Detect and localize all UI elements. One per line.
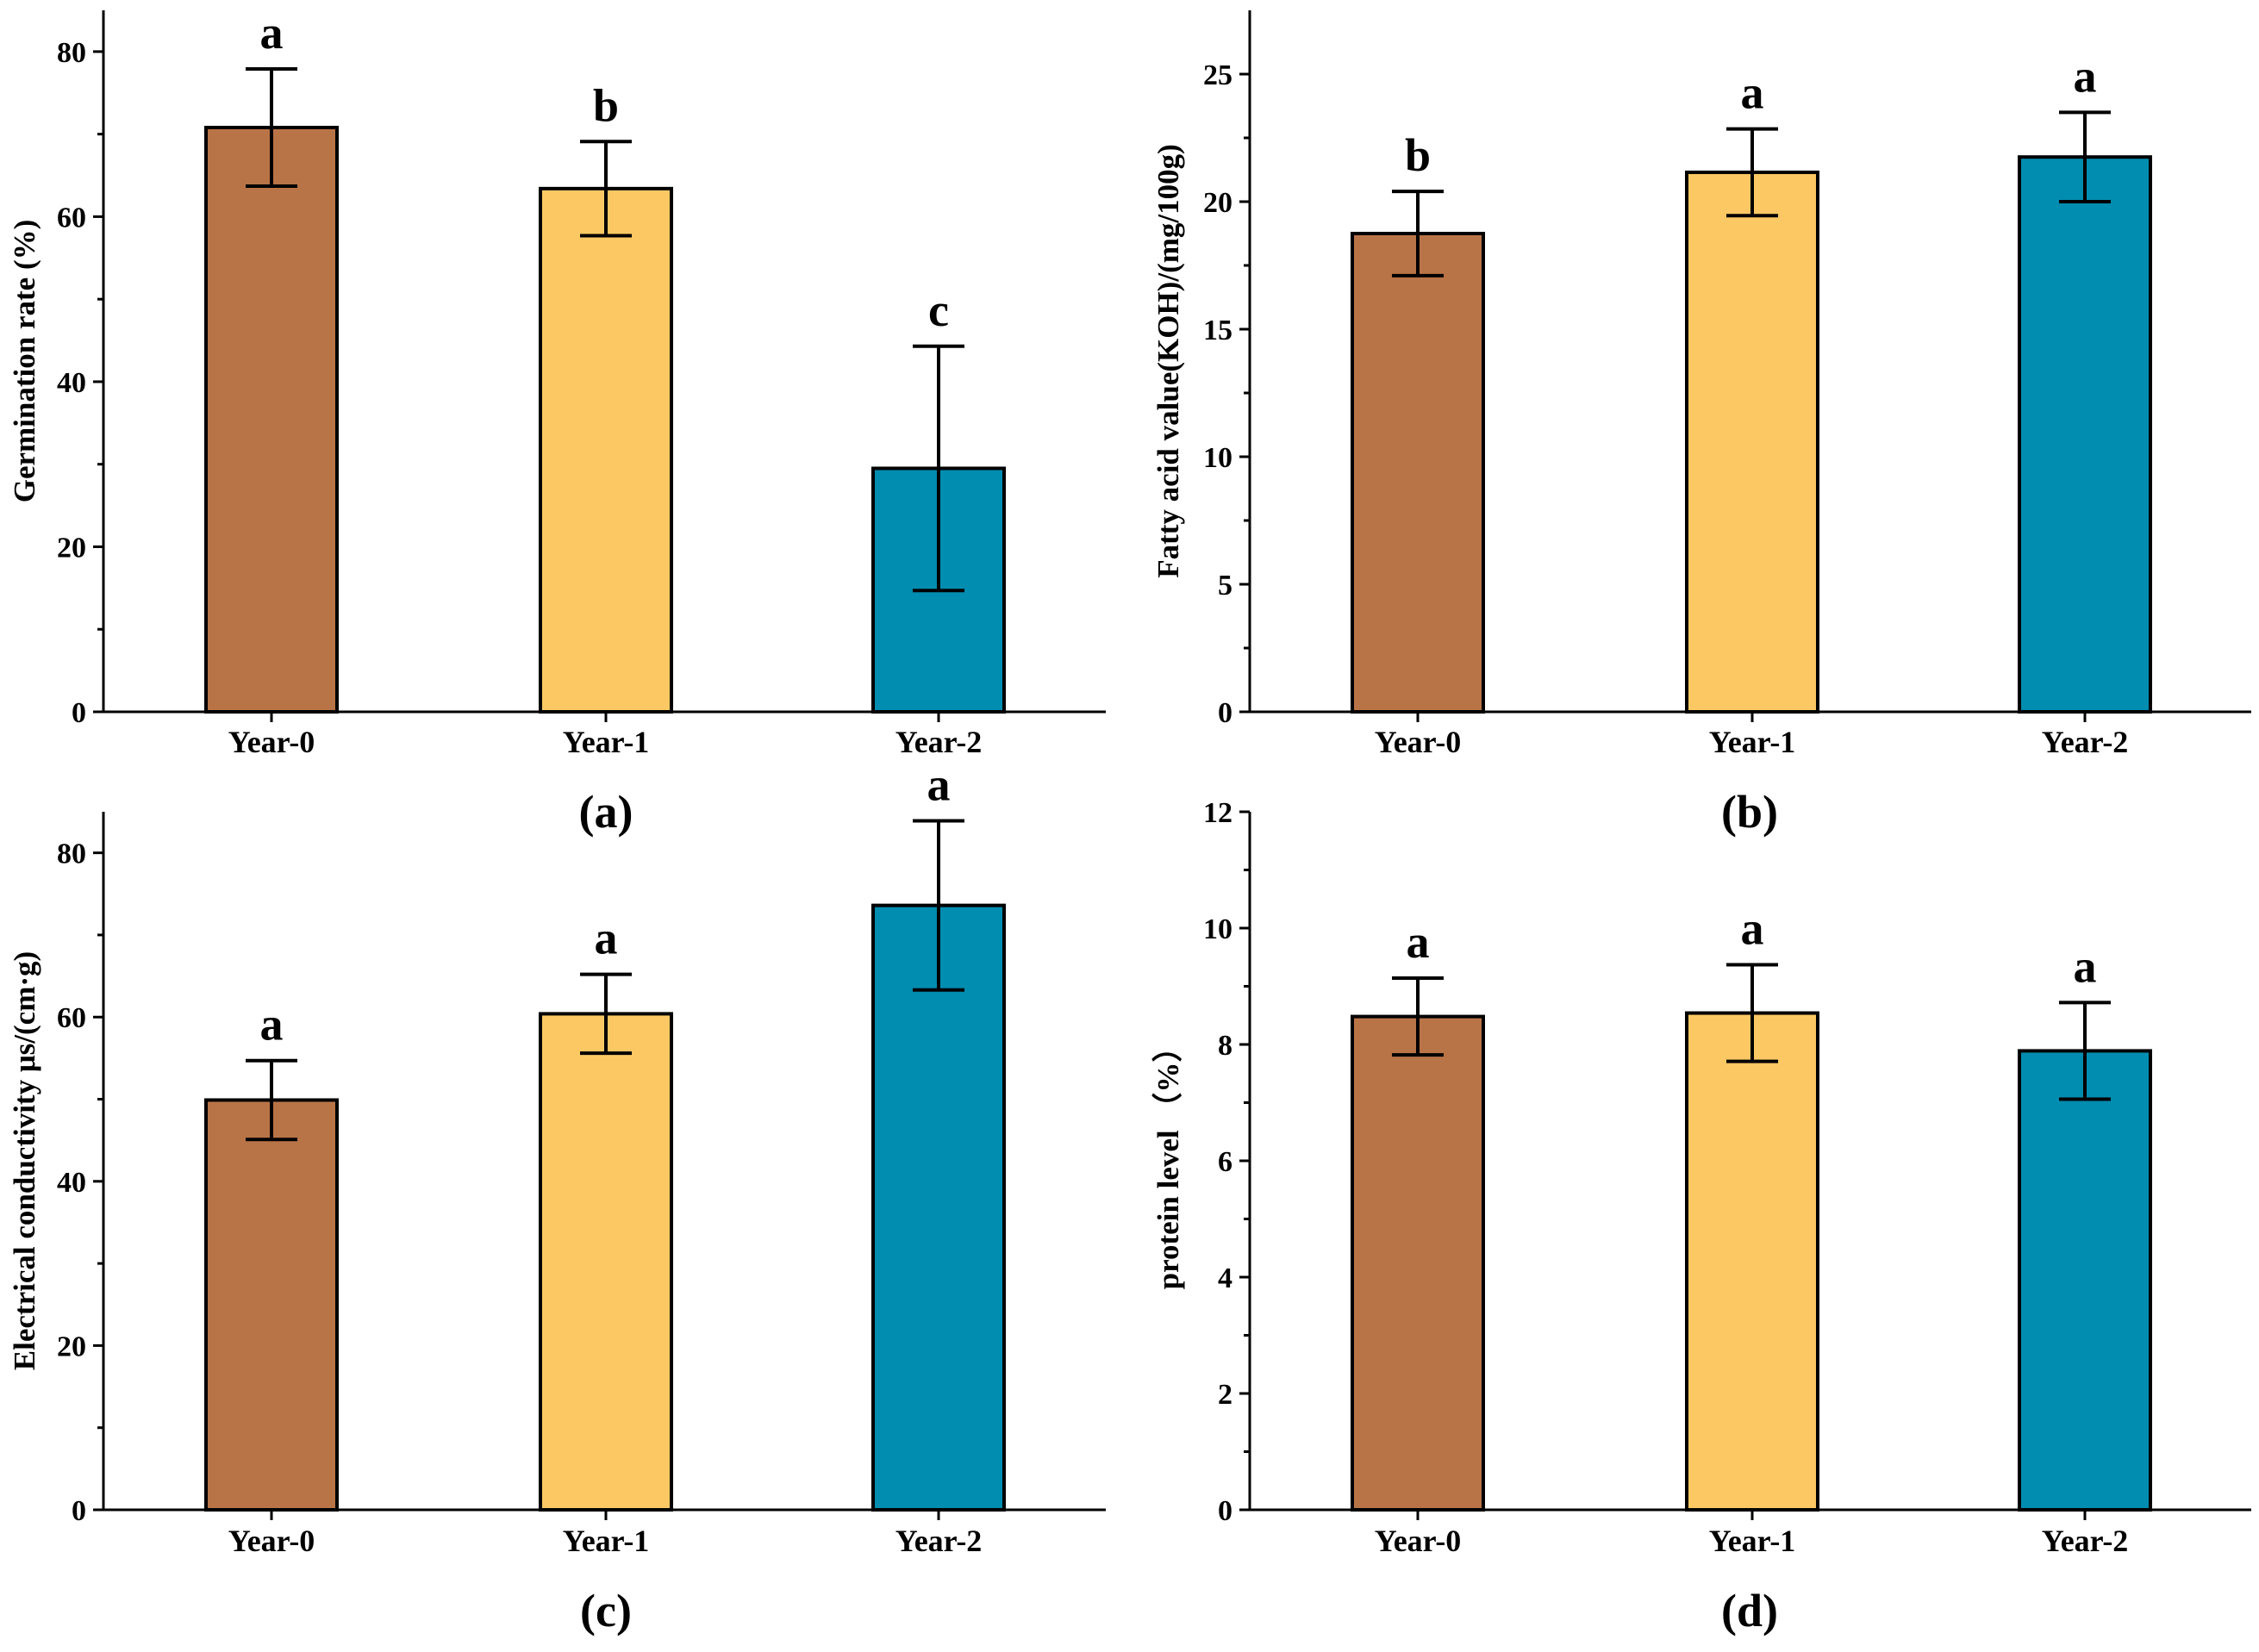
bar-year-2 xyxy=(2018,1049,2152,1512)
x-category-label: Year-0 xyxy=(228,725,315,759)
y-tick-label: 10 xyxy=(1203,442,1232,474)
x-category-label: Year-0 xyxy=(1375,1524,1462,1558)
y-tick-label: 0 xyxy=(72,1495,86,1527)
y-tick-label: 40 xyxy=(57,367,86,399)
y-tick-label: 20 xyxy=(57,532,86,564)
y-tick-label: 2 xyxy=(1218,1379,1232,1411)
y-tick-label: 20 xyxy=(57,1331,86,1362)
bar-year-1 xyxy=(539,186,673,714)
panel-caption: (a) xyxy=(579,786,633,838)
y-tick-label: 40 xyxy=(57,1167,86,1199)
panel-4: 0 2 4 6 8 10 12 a Year-0 a Year-1 a Year-2 protein le… xyxy=(1151,797,2251,1636)
panel-caption: (c) xyxy=(580,1585,632,1636)
y-tick-label: 20 xyxy=(1203,187,1232,219)
significance-letter: c xyxy=(928,284,949,336)
x-category-label: Year-1 xyxy=(1709,725,1796,759)
significance-letter: a xyxy=(2074,940,2097,992)
panel-2: 0 5 10 15 20 25 b Year-0 a Year-1 a Year-2 Fatty aci… xyxy=(1151,10,2251,838)
significance-letter: a xyxy=(260,999,284,1050)
significance-letter: b xyxy=(593,79,619,131)
y-tick-label: 15 xyxy=(1203,315,1232,346)
x-category-label: Year-2 xyxy=(2042,725,2129,759)
y-tick-label: 0 xyxy=(1218,697,1232,729)
x-category-label: Year-1 xyxy=(563,725,650,759)
significance-letter: b xyxy=(1405,129,1431,181)
y-tick-label: 0 xyxy=(72,697,86,729)
y-tick-label: 4 xyxy=(1218,1262,1232,1294)
x-category-label: Year-1 xyxy=(1709,1524,1796,1558)
bar-year-2 xyxy=(871,903,1006,1512)
y-tick-label: 8 xyxy=(1218,1030,1232,1062)
y-tick-label: 6 xyxy=(1218,1146,1232,1178)
x-category-label: Year-2 xyxy=(895,725,983,759)
y-tick-label: 80 xyxy=(57,838,86,870)
y-axis-title: Electrical conductivity μs/(cm·g) xyxy=(8,951,41,1370)
significance-letter: a xyxy=(2074,50,2097,102)
y-tick-label: 0 xyxy=(1218,1495,1232,1527)
significance-letter: a xyxy=(1407,916,1430,968)
significance-letter: a xyxy=(927,758,951,810)
panel-3: 0 20 40 60 80 a Year-0 a Year-1 a Year-2 Electrical… xyxy=(8,758,1106,1636)
bar-year-0 xyxy=(204,125,339,714)
y-tick-label: 10 xyxy=(1203,913,1232,945)
bar-year-0 xyxy=(204,1098,339,1512)
significance-letter: a xyxy=(1741,903,1764,955)
bar-year-1 xyxy=(1685,170,1819,714)
x-category-label: Year-1 xyxy=(563,1524,650,1558)
x-category-label: Year-2 xyxy=(2042,1524,2129,1558)
y-tick-label: 60 xyxy=(57,1002,86,1034)
y-tick-label: 12 xyxy=(1203,797,1232,829)
y-axis-title: Germination rate (%) xyxy=(8,220,41,503)
y-tick-label: 60 xyxy=(57,202,86,234)
y-axis-title: protein level （%） xyxy=(1151,1032,1185,1290)
significance-letter: a xyxy=(595,913,618,964)
y-tick-label: 5 xyxy=(1218,570,1232,602)
bar-year-0 xyxy=(1351,232,1485,714)
panel-caption: (d) xyxy=(1721,1585,1778,1636)
x-category-label: Year-0 xyxy=(1375,725,1462,759)
y-tick-label: 80 xyxy=(57,37,86,69)
bar-year-0 xyxy=(1351,1014,1485,1512)
x-category-label: Year-2 xyxy=(895,1524,983,1558)
y-tick-label: 25 xyxy=(1203,59,1232,91)
significance-letter: a xyxy=(260,7,284,59)
bar-year-1 xyxy=(539,1012,673,1512)
bar-year-2 xyxy=(2018,155,2152,714)
panel-caption: (b) xyxy=(1721,786,1778,838)
significance-letter: a xyxy=(1741,67,1764,119)
x-category-label: Year-0 xyxy=(228,1524,315,1558)
panel-1: 0 20 40 60 80 a Year-0 b Year-1 c Year-2 Germinatio… xyxy=(8,7,1106,838)
bar-year-1 xyxy=(1685,1011,1819,1512)
y-axis-title: Fatty acid value(KOH)/(mg/100g) xyxy=(1151,144,1185,578)
